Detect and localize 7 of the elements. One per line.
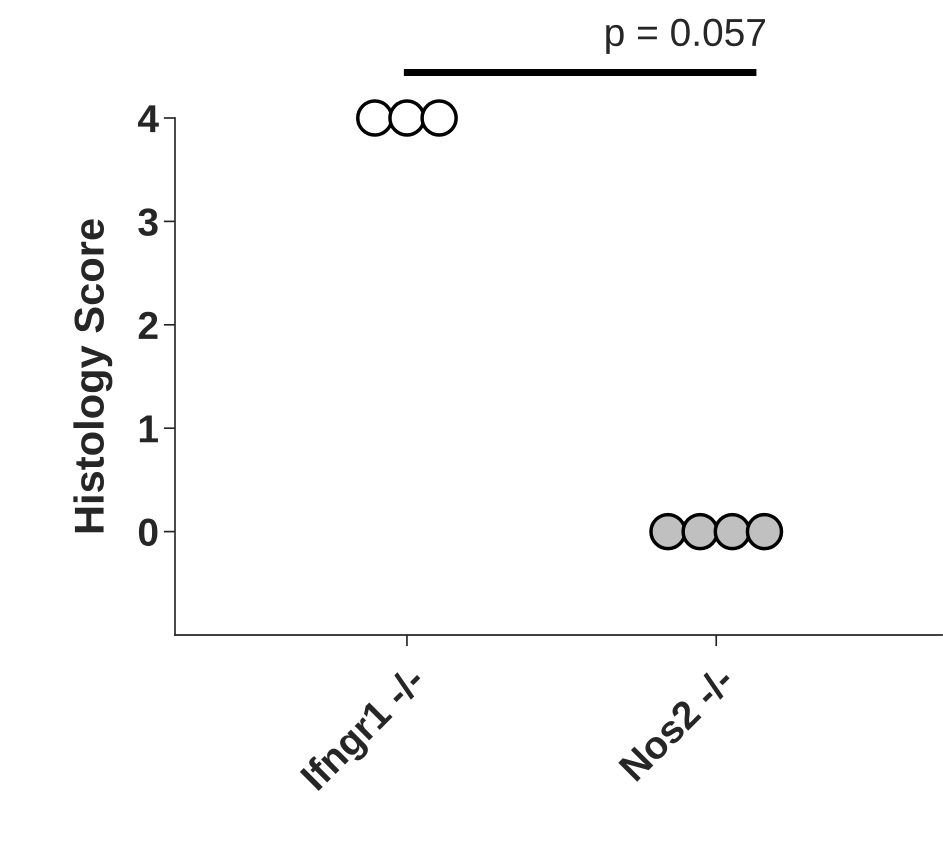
y-axis-title: Histology Score [73,219,112,532]
y-tick-label: 3 [138,208,158,236]
y-tick-label: 2 [138,312,158,339]
y-tick-label: 4 [138,105,159,132]
text: p = 0.057 [606,18,765,54]
y-tick-label: 0 [138,518,158,546]
y-tick-label: 1 [140,416,158,442]
